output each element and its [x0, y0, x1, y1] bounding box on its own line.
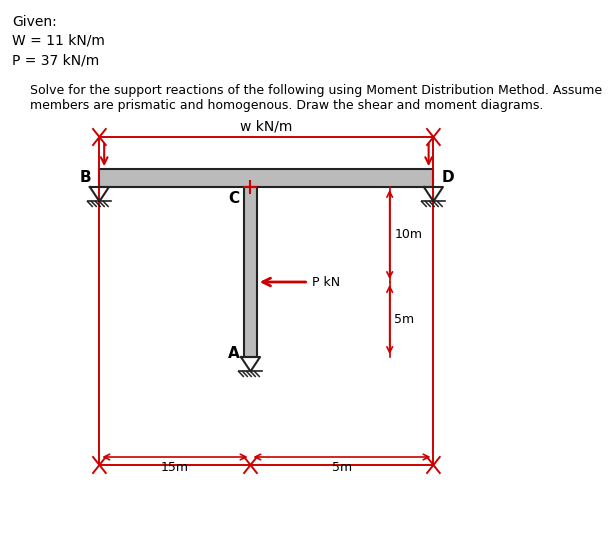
Text: 10m: 10m [394, 228, 422, 241]
Text: P = 37 kN/m: P = 37 kN/m [12, 54, 99, 68]
Text: 5m: 5m [394, 313, 414, 326]
Text: 15m: 15m [161, 461, 189, 474]
Bar [244, 187, 257, 357]
Text: A: A [228, 345, 239, 360]
Text: D: D [441, 171, 454, 185]
Text: w kN/m: w kN/m [240, 119, 293, 133]
Text: P kN: P kN [312, 275, 340, 288]
Text: Given:: Given: [12, 15, 56, 29]
Text: members are prismatic and homogenous. Draw the shear and moment diagrams.: members are prismatic and homogenous. Dr… [30, 99, 543, 112]
Text: B: B [80, 171, 91, 185]
Text: W = 11 kN/m: W = 11 kN/m [12, 34, 105, 48]
Bar [99, 169, 433, 187]
Text: 5m: 5m [332, 461, 352, 474]
Text: C: C [228, 191, 239, 206]
Text: Solve for the support reactions of the following using Moment Distribution Metho: Solve for the support reactions of the f… [30, 84, 602, 97]
